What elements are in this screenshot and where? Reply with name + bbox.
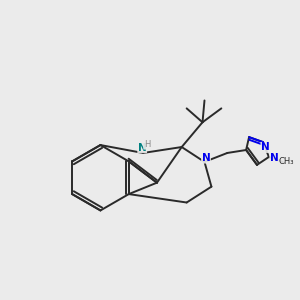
Text: N: N xyxy=(138,142,146,153)
Text: CH₃: CH₃ xyxy=(279,158,294,166)
Text: N: N xyxy=(202,153,210,163)
Text: H: H xyxy=(144,140,150,149)
Text: N: N xyxy=(270,152,279,163)
Text: N: N xyxy=(261,142,270,152)
